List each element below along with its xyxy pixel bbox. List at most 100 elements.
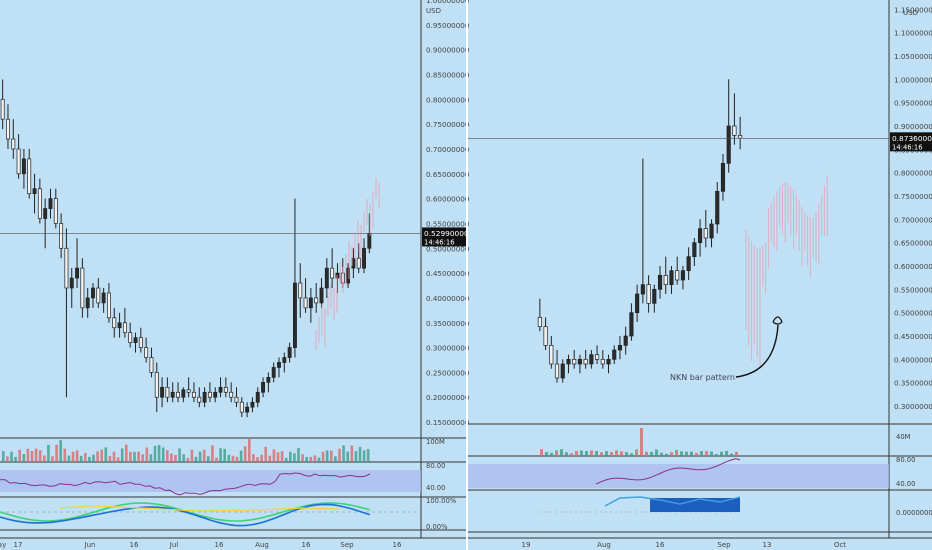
candle-body xyxy=(549,344,554,365)
time-tick-label: Aug xyxy=(255,541,269,549)
volume-bar xyxy=(645,451,648,456)
axis-unit-label: USD xyxy=(426,7,441,15)
volume-bar xyxy=(650,451,653,456)
candle-body xyxy=(202,391,207,403)
candle-body xyxy=(6,118,10,140)
volume-bar xyxy=(178,448,181,462)
candle-body xyxy=(640,284,645,295)
candle-body xyxy=(298,282,303,299)
countdown-label: 14:46:16 xyxy=(892,143,923,151)
candle-body xyxy=(715,190,720,225)
price-tick-label: 1.05000000 xyxy=(894,52,932,61)
price-tick-label: 1.15000000 xyxy=(894,5,932,14)
time-tick-label: Sep xyxy=(340,541,354,549)
price-tick-label: 0.40000000 xyxy=(426,294,470,303)
price-tick-label: 0.25000000 xyxy=(426,368,470,377)
candle-body xyxy=(85,297,90,309)
candle-body xyxy=(738,134,743,139)
candle-body xyxy=(720,162,726,192)
volume-bar xyxy=(630,453,633,456)
price-tick-label: 0.75000000 xyxy=(894,192,932,201)
volume-bar xyxy=(334,456,337,462)
volume-bar xyxy=(635,449,638,456)
price-tick-label: 0.30000000 xyxy=(894,402,932,411)
volume-bar xyxy=(366,449,370,462)
candle-body xyxy=(250,401,255,408)
candle-body xyxy=(292,282,297,348)
candle-body xyxy=(623,335,628,346)
volume-bar xyxy=(67,455,71,462)
volume-bar xyxy=(585,451,588,456)
volume-bar xyxy=(112,451,116,462)
candle-body xyxy=(96,287,101,304)
candle-body xyxy=(59,223,64,249)
volume-bar xyxy=(38,450,42,462)
volume-bar xyxy=(104,447,108,462)
candle-body xyxy=(657,274,663,290)
candle-body xyxy=(566,358,571,365)
candle-body xyxy=(635,293,640,314)
time-tick-label: 16 xyxy=(656,541,665,549)
volume-bar xyxy=(330,450,333,462)
volume-bar xyxy=(14,456,17,462)
volume-bar xyxy=(625,452,628,456)
volume-bar xyxy=(565,452,568,456)
volume-bar xyxy=(700,451,703,456)
volume-bar xyxy=(248,439,251,462)
volume-bar xyxy=(30,451,34,462)
candle-body xyxy=(282,357,287,363)
price-tick-label: 0.55000000 xyxy=(894,285,932,294)
current-price-tag xyxy=(422,227,466,247)
volume-bar xyxy=(297,447,300,462)
candle-body xyxy=(606,358,611,365)
volume-bar xyxy=(350,445,354,462)
volume-bar xyxy=(256,457,259,462)
volume-bar xyxy=(26,448,30,462)
volume-bar xyxy=(170,453,173,462)
volume-bar xyxy=(309,456,313,462)
volume-bar xyxy=(207,456,210,462)
current-price-label: 0.52990000 xyxy=(424,229,469,238)
volume-bar xyxy=(166,450,169,462)
candle-body xyxy=(287,347,292,358)
volume-bar xyxy=(141,454,144,462)
volume-bar xyxy=(51,456,54,462)
osc-line xyxy=(604,496,741,507)
candle-body xyxy=(589,354,594,365)
candle-body xyxy=(181,389,186,398)
volume-bar xyxy=(92,454,95,462)
volume-bar xyxy=(268,455,272,462)
candle-body xyxy=(255,391,260,403)
candle-body xyxy=(43,208,48,219)
candle-body xyxy=(133,337,138,343)
volume-bar xyxy=(198,451,202,462)
volume-bar xyxy=(550,452,553,456)
axis-unit-label: USD xyxy=(903,9,918,17)
volume-bar xyxy=(149,454,153,462)
candle-body xyxy=(64,247,69,289)
volume-bar xyxy=(675,449,678,456)
volume-bar xyxy=(725,450,728,456)
price-tick-label: 0.55000000 xyxy=(426,219,470,228)
volume-bar xyxy=(338,448,341,462)
rsi-axis-label: 80.00 xyxy=(896,456,915,464)
candle-body xyxy=(69,277,74,289)
candle-body xyxy=(207,391,212,398)
volume-bar xyxy=(219,448,222,462)
candle-body xyxy=(709,223,714,239)
time-tick-label: 16 xyxy=(302,541,311,549)
price-tick-label: 0.80000000 xyxy=(426,95,470,104)
rsi-axis-label: 40.00 xyxy=(896,480,915,488)
volume-bar xyxy=(239,450,243,462)
volume-bar xyxy=(680,451,683,456)
candle-body xyxy=(362,247,366,269)
volume-bar xyxy=(71,451,75,462)
candle-body xyxy=(11,138,16,150)
candle-body xyxy=(319,287,324,304)
candle-body xyxy=(692,242,697,258)
price-tick-label: 0.90000000 xyxy=(426,46,470,55)
volume-axis-label: 40M xyxy=(896,433,911,441)
volume-bar xyxy=(55,444,58,462)
candle-body xyxy=(186,389,191,393)
volume-bar xyxy=(545,451,548,456)
